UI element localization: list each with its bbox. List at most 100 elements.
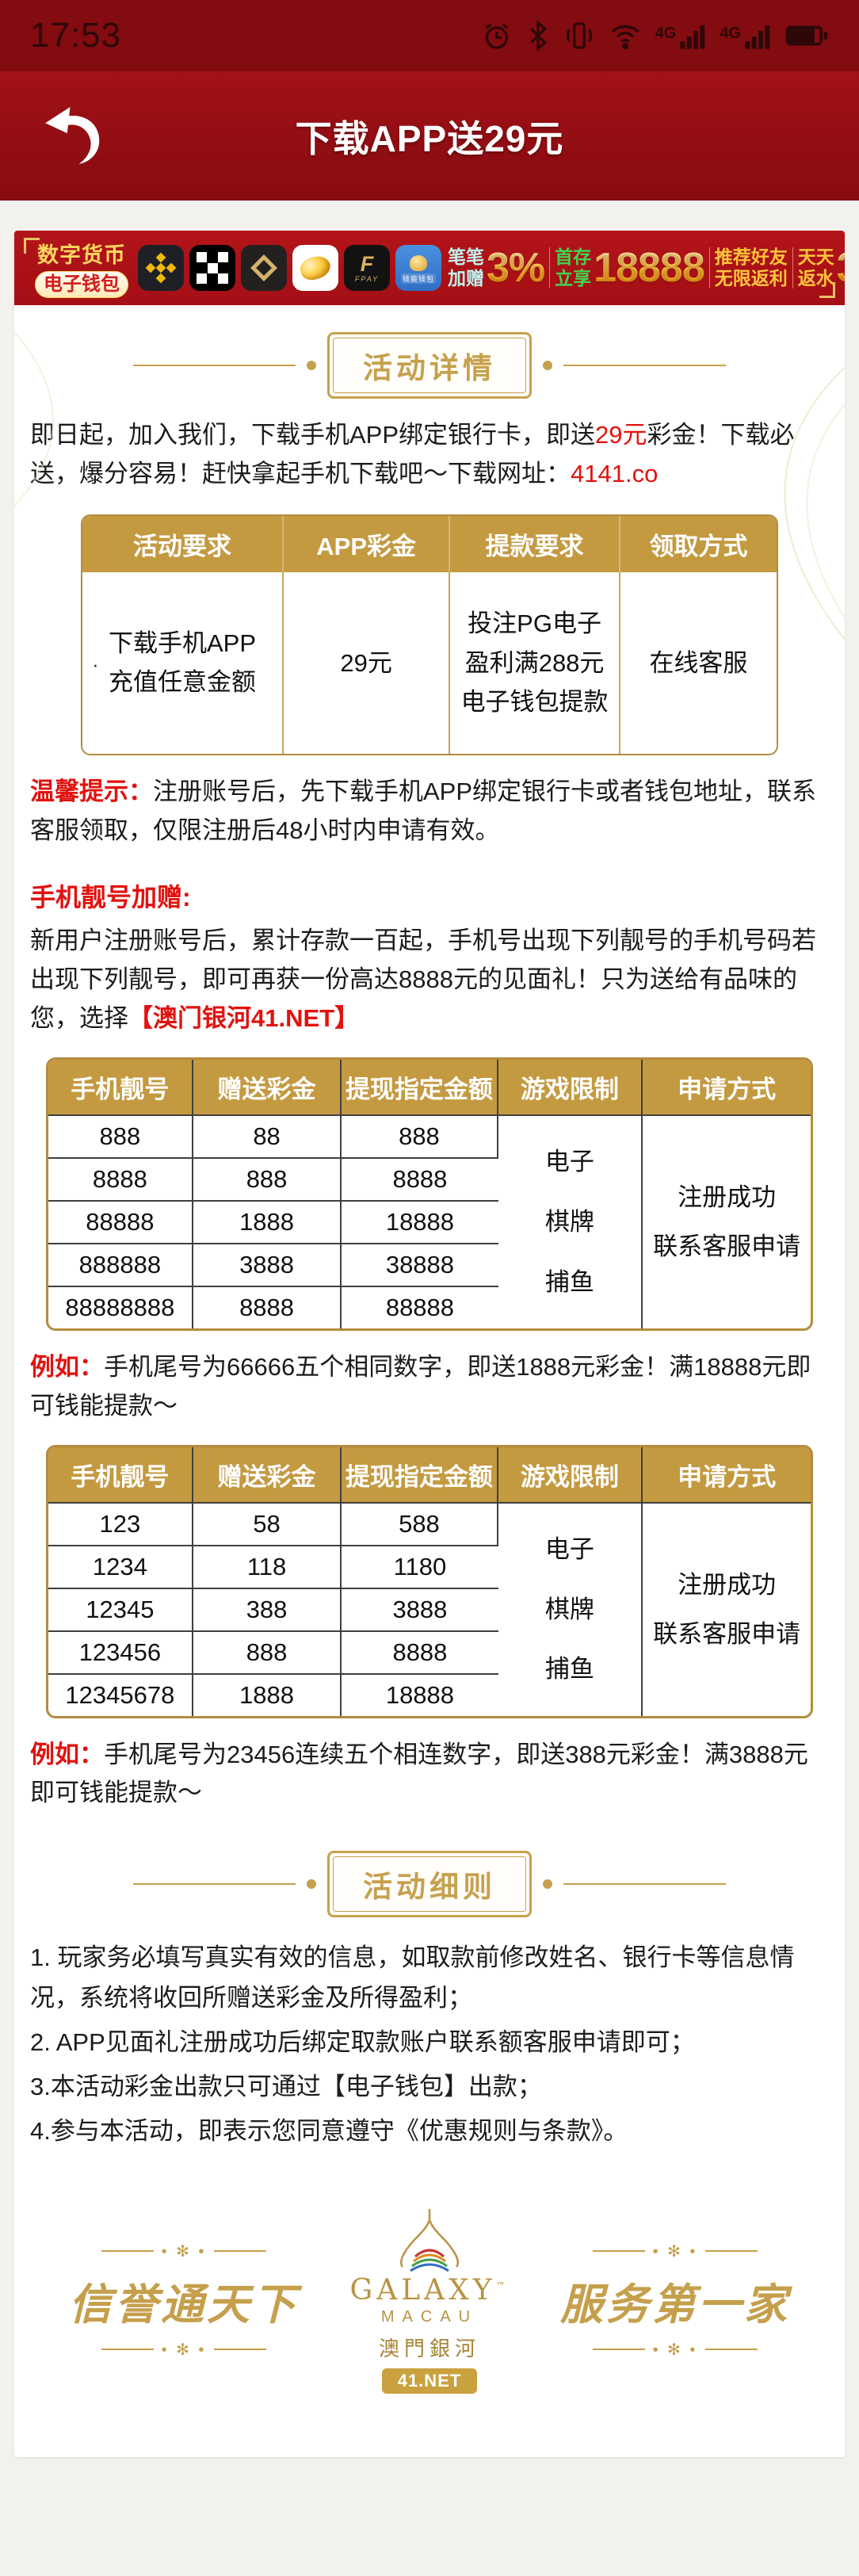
- cell-bonus: 1888: [193, 1201, 342, 1244]
- cell-withdraw: 8888: [342, 1632, 498, 1675]
- example-paragraph-1: 例如：手机尾号为66666五个相同数字，即送1888元彩金！满18888元即可钱…: [30, 1348, 829, 1426]
- column-header: 提现指定金额: [342, 1447, 498, 1504]
- example-paragraph-2: 例如：手机尾号为23456连续五个相连数字，即送388元彩金！满3888元即可钱…: [30, 1736, 829, 1814]
- cell-withdraw: 38888: [342, 1244, 498, 1287]
- status-icons: 4G 4G: [481, 20, 829, 52]
- rule-item: 2. APP见面礼注册成功后绑定取款账户联系额客服申请即可；: [30, 2028, 695, 2056]
- ornament-dot: [307, 1879, 316, 1890]
- cell-claim-method: 在线客服: [649, 648, 748, 677]
- banner-corner-decoration: [819, 282, 835, 298]
- content: 数字货币 电子钱包: [0, 201, 859, 2576]
- activity-table: 活动要求 APP彩金 提款要求 领取方式 · 下载手机APP 充值任意金额 29元…: [81, 514, 778, 755]
- column-header: 赠送彩金: [193, 1447, 342, 1504]
- brand-name: 【澳门银河41.NET】: [128, 1003, 360, 1032]
- ewallet-pill: 电子钱包: [35, 271, 128, 298]
- lucky-number-table-same-digits: 手机靓号 赠送彩金 提现指定金额 游戏限制 申请方式 888 88 888 电子…: [46, 1057, 813, 1331]
- ornament-line: [563, 365, 726, 366]
- site-badge: 41.NET: [381, 2368, 478, 2394]
- download-url-link[interactable]: 4141.co: [571, 459, 659, 487]
- cell-bonus: 58: [193, 1503, 342, 1546]
- signal-4g-icon: 4G: [655, 21, 708, 51]
- galaxy-macau-logo: GALAXY™ MACAU 澳門銀河 41.NET: [346, 2207, 513, 2394]
- table-row: 12345 388 3888: [48, 1588, 811, 1632]
- cell-bonus: 388: [193, 1588, 342, 1632]
- column-header: 赠送彩金: [193, 1059, 342, 1116]
- right-motto-stamp: • ✻ • 服务第一家 • ✻ •: [540, 2242, 810, 2360]
- column-header: 手机靓号: [48, 1447, 193, 1504]
- vibrate-icon: [563, 20, 595, 52]
- cell-requirement: · 下载手机APP 充值任意金额: [82, 571, 284, 754]
- tips-paragraph: 温馨提示：注册账号后，先下载手机APP绑定银行卡或者钱包地址，联系客服领取，仅限…: [30, 773, 829, 850]
- divider: [792, 247, 793, 289]
- gold-diamond-wallet-icon: [241, 245, 287, 291]
- cell-game-limit: 电子 棋牌 捕鱼: [498, 1115, 643, 1328]
- ornament-line: [133, 365, 296, 366]
- promo-rebate-3: 笔笔 加赠 3%: [448, 245, 545, 291]
- table-row: 88888888 8888 88888: [48, 1286, 811, 1328]
- section-title-rules: 活动细则: [363, 1871, 496, 1904]
- cell-withdraw: 888: [342, 1115, 498, 1159]
- cell-bonus: 88: [193, 1115, 342, 1159]
- tips-label: 温馨提示：: [30, 777, 153, 805]
- column-header: APP彩金: [284, 515, 451, 572]
- rule-item: 4.参与本活动，即表示您同意遵守《优惠规则与条款》。: [30, 2117, 628, 2146]
- lucky-number-heading: 手机靓号加赠:: [30, 882, 191, 912]
- back-button[interactable]: [38, 98, 111, 171]
- divider: [549, 247, 551, 289]
- divider: [708, 247, 710, 289]
- cell-number: 888: [48, 1115, 193, 1159]
- cell-bonus: 29元: [284, 571, 451, 754]
- intro-text: 彩金！下载必送，爆分容易！赶快拿起: [30, 421, 795, 487]
- wifi-icon: [608, 20, 643, 52]
- requirement-text: 下载手机APP 充值任意金额: [109, 629, 257, 697]
- cell-number: 888888: [48, 1244, 193, 1287]
- tips-text: 注册账号后，先下载手机APP绑定银行卡或者钱包地址，联系客服领取，仅限注册后48…: [30, 777, 817, 844]
- cell-number: 12345678: [48, 1674, 193, 1716]
- cell-withdraw: 18888: [342, 1202, 498, 1244]
- lucky-paragraph: 新用户注册账号后，累计存款一百起，手机号出现下列靓号的手机号码若出现下列靓号，即…: [30, 922, 829, 1038]
- promo-first-deposit: 首存 立享 18888: [555, 245, 705, 291]
- column-header: 提现指定金额: [342, 1059, 498, 1116]
- ornament-dot: [543, 1879, 552, 1890]
- left-motto: 信誉通天下: [69, 2278, 299, 2329]
- clock: 17:53: [30, 16, 122, 55]
- cell-bonus: 8888: [193, 1286, 342, 1328]
- banner-corner-decoration: [24, 238, 40, 254]
- cell-bonus: 888: [193, 1158, 342, 1202]
- table-row: 123 58 588 电子 棋牌 捕鱼 注册成功 联系客服申请: [48, 1503, 811, 1716]
- row-marker: ·: [92, 652, 99, 677]
- cell-apply-method: 注册成功 联系客服申请: [653, 1570, 801, 1648]
- cell-withdraw-requirement: 投注PG电子 盈利满288元 电子钱包提款: [450, 571, 620, 754]
- flourish-ornament: • ✻ •: [540, 2242, 810, 2261]
- example-label: 例如：: [30, 1352, 104, 1381]
- table-row: 888 88 888 电子 棋牌 捕鱼 注册成功 联系客服申请: [48, 1115, 811, 1328]
- cell-withdraw: 588: [342, 1503, 498, 1546]
- cell-withdraw: 8888: [342, 1159, 498, 1202]
- example-text: 手机尾号为23456连续五个相连数字，即送388元彩金！满3888元即可钱能提款…: [30, 1740, 808, 1807]
- crypto-wallet-label: 数字货币 电子钱包: [35, 238, 128, 298]
- fpay-icon: F FPAY: [344, 245, 390, 291]
- left-motto-stamp: • ✻ • 信誉通天下 • ✻ •: [49, 2242, 319, 2360]
- promo-banner[interactable]: 数字货币 电子钱包: [14, 231, 845, 305]
- banner-promos: 笔笔 加赠 3% 首存 立享 18888 推荐好友 无限返利 天天 返水: [448, 245, 845, 291]
- cell-bonus: 888: [193, 1631, 342, 1675]
- intro-paragraph: 即日起，加入我们，下载手机APP绑定银行卡，即送29元彩金！下载必送，爆分容易！…: [30, 416, 829, 494]
- column-header: 申请方式: [643, 1447, 811, 1504]
- cell-number: 1234: [48, 1546, 193, 1589]
- flourish-ornament: • ✻ •: [49, 2242, 319, 2261]
- page-title: 下载APP送29元: [295, 117, 564, 159]
- right-motto: 服务第一家: [560, 2278, 790, 2329]
- cell-withdraw: 18888: [385, 1680, 455, 1709]
- rule-item: 1. 玩家务必填写真实有效的信息，如取款前修改姓名、银行卡等信息情况，系统将收回…: [30, 1943, 795, 2012]
- bluetooth-icon: [525, 20, 551, 52]
- column-header: 领取方式: [620, 515, 777, 572]
- galaxy-wordmark: GALAXY™: [349, 2273, 510, 2307]
- cell-game-limit: 电子 棋牌 捕鱼: [498, 1503, 643, 1716]
- cell-withdraw: 1180: [342, 1546, 498, 1589]
- promo-daily-rebate: 天天 返水 3.5%: [798, 247, 845, 289]
- cell-bonus: 3888: [193, 1244, 342, 1287]
- trademark-symbol: ™: [495, 2280, 510, 2291]
- status-bar: 17:53: [0, 0, 859, 71]
- app-header: 下载APP送29元: [0, 71, 859, 201]
- flourish-ornament: • ✻ •: [49, 2340, 319, 2360]
